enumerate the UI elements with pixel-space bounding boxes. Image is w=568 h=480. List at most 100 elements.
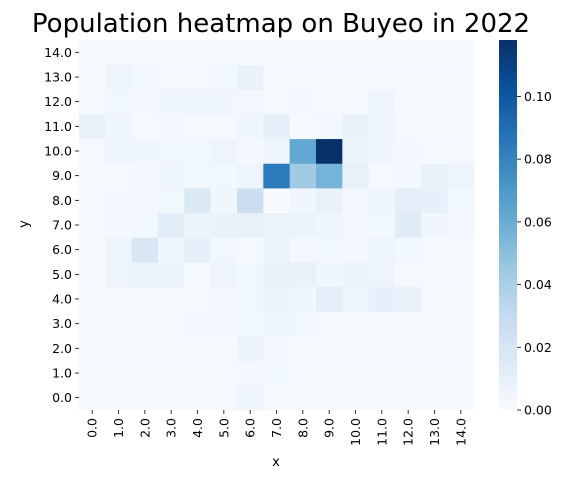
heatmap-cell bbox=[79, 212, 106, 238]
colorbar-tick-label: 0.06 bbox=[524, 214, 552, 229]
heatmap-cell bbox=[447, 138, 475, 164]
heatmap-cell bbox=[316, 114, 343, 140]
heatmap-cell bbox=[105, 212, 133, 238]
heatmap-cell bbox=[342, 188, 370, 214]
heatmap-cell bbox=[263, 64, 291, 90]
heatmap-cell bbox=[184, 262, 212, 288]
heatmap-cell bbox=[368, 336, 396, 362]
heatmap-cell bbox=[263, 237, 291, 263]
x-tick-label: 6.0 bbox=[243, 418, 258, 438]
heatmap-cell bbox=[131, 262, 159, 288]
heatmap-cell bbox=[342, 262, 370, 288]
heatmap-cell bbox=[289, 360, 317, 386]
heatmap-cell bbox=[237, 237, 264, 263]
heatmap-cell bbox=[316, 163, 343, 189]
heatmap-cell bbox=[263, 262, 291, 288]
heatmap-cell bbox=[210, 188, 238, 214]
heatmap-cell bbox=[131, 64, 159, 90]
colorbar bbox=[499, 40, 517, 410]
x-tick-label: 5.0 bbox=[216, 418, 231, 438]
heatmap-cell bbox=[263, 360, 291, 386]
heatmap-cell bbox=[342, 311, 370, 337]
x-tick-label: 7.0 bbox=[269, 418, 284, 438]
heatmap-cell bbox=[395, 188, 422, 214]
heatmap-cell bbox=[158, 286, 185, 312]
colorbar-tick-label: 0.04 bbox=[524, 277, 552, 292]
heatmap-cell bbox=[395, 336, 422, 362]
heatmap-cell bbox=[316, 89, 343, 115]
heatmap-cell bbox=[210, 237, 238, 263]
heatmap-cell bbox=[131, 286, 159, 312]
y-tick-label: 11.0 bbox=[44, 119, 72, 134]
heatmap-cell bbox=[158, 311, 185, 337]
heatmap-cell bbox=[263, 188, 291, 214]
heatmap-cell bbox=[210, 286, 238, 312]
heatmap-cell bbox=[158, 188, 185, 214]
heatmap-cell bbox=[368, 311, 396, 337]
heatmap-cell bbox=[158, 336, 185, 362]
y-tick-label: 14.0 bbox=[44, 45, 72, 60]
heatmap-cell bbox=[447, 385, 475, 411]
heatmap-cell bbox=[131, 114, 159, 140]
heatmap-cell bbox=[342, 89, 370, 115]
y-tick-label: 12.0 bbox=[44, 94, 72, 109]
heatmap-cell bbox=[79, 114, 106, 140]
heatmap-cell bbox=[105, 40, 133, 66]
heatmap-cell bbox=[447, 89, 475, 115]
heatmap-cell bbox=[105, 64, 133, 90]
heatmap-cell bbox=[263, 336, 291, 362]
heatmap-cell bbox=[184, 188, 212, 214]
heatmap-cell bbox=[158, 163, 185, 189]
heatmap-cell bbox=[421, 89, 449, 115]
x-tick-label: 13.0 bbox=[427, 418, 442, 446]
y-tick-label: 13.0 bbox=[44, 70, 72, 85]
heatmap-cell bbox=[263, 40, 291, 66]
heatmap-cell bbox=[316, 385, 343, 411]
heatmap-cell bbox=[79, 40, 106, 66]
x-tick-label: 10.0 bbox=[348, 418, 363, 446]
y-tick-label: 9.0 bbox=[52, 168, 72, 183]
heatmap-cell bbox=[237, 163, 264, 189]
heatmap-cell bbox=[131, 138, 159, 164]
heatmap-cell bbox=[105, 286, 133, 312]
heatmap-cell bbox=[237, 89, 264, 115]
y-tick-label: 8.0 bbox=[52, 193, 72, 208]
heatmap-cell bbox=[289, 262, 317, 288]
heatmap-cell bbox=[421, 262, 449, 288]
heatmap-cell bbox=[395, 286, 422, 312]
heatmap-cell bbox=[368, 237, 396, 263]
heatmap-cell bbox=[316, 360, 343, 386]
heatmap-cell bbox=[210, 114, 238, 140]
heatmap-cell bbox=[184, 286, 212, 312]
heatmap-cell bbox=[289, 237, 317, 263]
heatmap-cell bbox=[184, 385, 212, 411]
y-tick-label: 3.0 bbox=[52, 316, 72, 331]
heatmap-cell bbox=[447, 336, 475, 362]
heatmap-cell bbox=[210, 385, 238, 411]
heatmap-cell bbox=[342, 385, 370, 411]
heatmap-cell bbox=[289, 286, 317, 312]
heatmap-cell bbox=[105, 237, 133, 263]
heatmap-cell bbox=[105, 336, 133, 362]
x-tick-label: 14.0 bbox=[453, 418, 468, 446]
heatmap-cell bbox=[289, 114, 317, 140]
x-tick-label: 11.0 bbox=[374, 418, 389, 446]
heatmap-cell bbox=[237, 262, 264, 288]
heatmap-cell bbox=[447, 286, 475, 312]
heatmap-cell bbox=[184, 40, 212, 66]
heatmap-cell bbox=[316, 311, 343, 337]
chart-title: Population heatmap on Buyeo in 2022 bbox=[32, 9, 530, 39]
heatmap-cell bbox=[421, 40, 449, 66]
heatmap-cell bbox=[263, 385, 291, 411]
heatmap-cell bbox=[131, 188, 159, 214]
heatmap-cell bbox=[158, 114, 185, 140]
heatmap-cell bbox=[316, 188, 343, 214]
heatmap-cell bbox=[263, 311, 291, 337]
heatmap-cell bbox=[289, 188, 317, 214]
heatmap-cell bbox=[79, 262, 106, 288]
heatmap-cell bbox=[105, 360, 133, 386]
heatmap-cell bbox=[368, 114, 396, 140]
heatmap-cell bbox=[447, 360, 475, 386]
heatmap-cell bbox=[316, 64, 343, 90]
heatmap-cell bbox=[289, 89, 317, 115]
